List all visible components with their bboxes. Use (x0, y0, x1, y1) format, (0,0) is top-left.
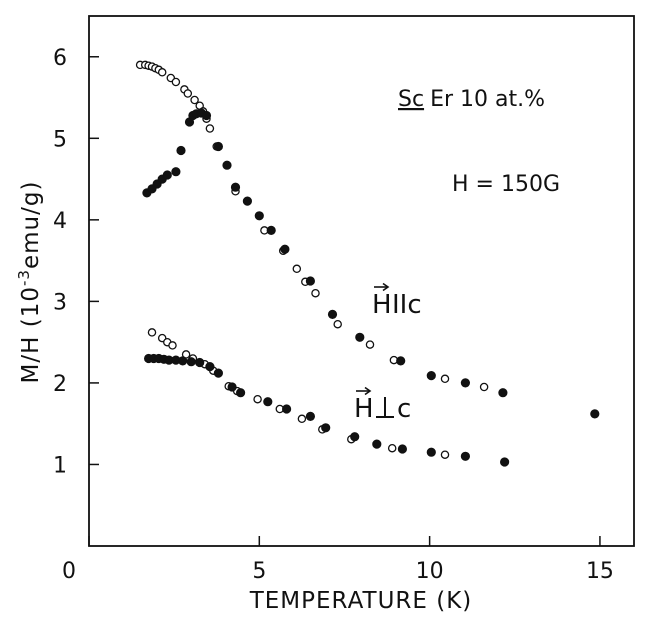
perpendicular-symbol (376, 397, 394, 418)
filled-data-point (171, 167, 181, 177)
x-tick-label: 0 (62, 559, 76, 584)
svg-text:M/H (10-3emu/g): M/H (10-3emu/g) (15, 181, 44, 384)
svg-text:H: H (372, 290, 392, 320)
filled-data-point (201, 110, 212, 121)
filled-data-point (305, 276, 315, 286)
filled-data-point (460, 451, 470, 461)
filled-data-point (242, 196, 252, 206)
open-data-point (311, 288, 320, 298)
filled-data-point (327, 309, 338, 319)
filled-data-point (396, 356, 406, 366)
open-data-point (253, 394, 262, 404)
open-data-point (183, 89, 193, 98)
open-data-point (168, 341, 177, 350)
filled-data-point (426, 447, 436, 457)
open-data-point (297, 414, 307, 424)
open-data-point (190, 95, 199, 105)
filled-data-point (355, 332, 365, 342)
filled-data-point (162, 170, 172, 180)
y-axis-title-main: M/H (10 (18, 286, 44, 383)
filled-data-point (186, 357, 196, 367)
filled-data-point (280, 244, 290, 254)
x-axis-title: TEMPERATURE (K) (249, 588, 473, 614)
filled-data-point (426, 370, 436, 381)
sample-prefix: Sc (398, 87, 424, 112)
filled-data-point (397, 444, 407, 454)
y-tick-label: 4 (53, 209, 67, 234)
open-data-point (171, 77, 181, 87)
filled-data-point (178, 356, 188, 366)
filled-data-point (230, 182, 241, 192)
field-label: H = 150G (452, 172, 560, 197)
open-data-point (387, 443, 397, 453)
filled-data-point (498, 388, 508, 398)
label-h-parallel-c: H IIc (372, 282, 422, 320)
filled-data-point (213, 368, 223, 378)
filled-data-point (195, 357, 205, 368)
label-h-perp-c: H c (354, 386, 411, 424)
filled-data-point (281, 404, 292, 414)
open-data-point (157, 68, 167, 77)
filled-data-point (254, 211, 264, 221)
filled-data-point (321, 423, 331, 433)
y-axis-title-exponent: -3 (15, 269, 33, 286)
svg-text:H: H (354, 394, 374, 424)
x-tick-label: 15 (586, 559, 614, 584)
open-data-point (205, 124, 215, 133)
y-axis-title: M/H (10-3emu/g) (15, 181, 44, 384)
filled-data-point (372, 439, 382, 449)
filled-data-point (350, 432, 360, 442)
open-data-point (479, 382, 489, 392)
y-tick-label: 6 (53, 46, 67, 71)
open-data-point (365, 340, 375, 349)
filled-data-point (590, 409, 600, 419)
filled-data-point (266, 225, 276, 235)
open-data-point (440, 450, 450, 459)
filled-data-point (305, 411, 315, 421)
svg-text:IIc: IIc (392, 290, 422, 320)
filled-data-point (205, 361, 215, 372)
tick-labels: 0 5 10 15 1 2 3 4 5 6 (53, 46, 614, 584)
svg-text:c: c (397, 394, 411, 424)
data-markers (135, 60, 600, 467)
sample-label: Sc Er 10 at.% (398, 87, 545, 112)
open-data-point (440, 374, 450, 384)
x-tick-label: 5 (252, 559, 266, 584)
axis-ticks (88, 56, 601, 546)
filled-data-point (213, 141, 223, 152)
y-tick-label: 2 (53, 372, 67, 397)
y-axis-title-unit: emu/g) (18, 181, 44, 269)
filled-data-point (460, 378, 470, 388)
filled-data-point (263, 397, 273, 407)
filled-data-point (499, 457, 510, 467)
y-tick-label: 1 (53, 453, 67, 478)
plot-frame (88, 15, 635, 547)
filled-data-point (222, 160, 232, 170)
open-data-point (333, 319, 342, 329)
open-data-point (292, 264, 302, 274)
filled-data-point (227, 382, 237, 392)
filled-data-point (176, 145, 186, 156)
open-data-point (147, 328, 157, 337)
filled-data-point (236, 388, 246, 398)
x-tick-label: 10 (416, 559, 444, 584)
sample-rest: Er 10 at.% (430, 87, 545, 112)
y-tick-label: 3 (53, 290, 67, 315)
y-tick-label: 5 (53, 127, 67, 152)
